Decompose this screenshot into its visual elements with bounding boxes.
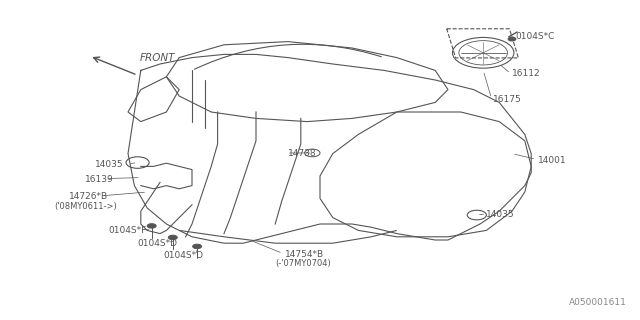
Text: 14726*B: 14726*B — [68, 192, 108, 201]
Text: ('08MY0611->): ('08MY0611->) — [54, 202, 117, 211]
Circle shape — [193, 244, 202, 249]
Text: 14754*B: 14754*B — [285, 250, 324, 259]
Text: 0104S*D: 0104S*D — [163, 252, 204, 260]
Text: (-'07MY0704): (-'07MY0704) — [275, 259, 331, 268]
Circle shape — [508, 37, 516, 41]
Text: FRONT: FRONT — [140, 52, 175, 63]
Text: A050001611: A050001611 — [570, 298, 627, 307]
Text: 14035: 14035 — [95, 160, 124, 169]
Text: 16139: 16139 — [85, 175, 114, 184]
Text: 14035: 14035 — [486, 210, 515, 219]
Circle shape — [168, 235, 177, 240]
Circle shape — [147, 224, 156, 228]
Text: 14738: 14738 — [288, 149, 317, 158]
Text: 0104S*F: 0104S*F — [109, 226, 147, 235]
Text: 14001: 14001 — [538, 156, 566, 164]
Text: 16112: 16112 — [512, 69, 541, 78]
Text: 16175: 16175 — [493, 95, 522, 104]
Text: 0104S*C: 0104S*C — [515, 32, 555, 41]
Text: 0104S*D: 0104S*D — [138, 239, 178, 248]
